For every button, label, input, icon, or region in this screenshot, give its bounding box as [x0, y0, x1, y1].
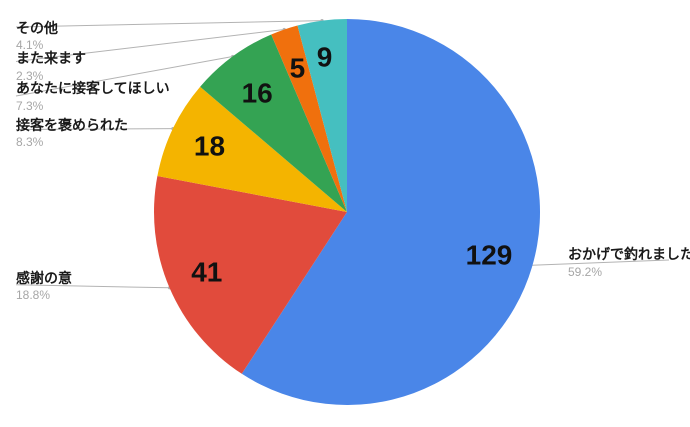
svg-text:18: 18 [194, 131, 225, 162]
svg-text:41: 41 [191, 256, 222, 287]
svg-text:129: 129 [466, 239, 513, 270]
svg-text:5: 5 [290, 52, 306, 83]
svg-text:16: 16 [242, 78, 273, 109]
svg-text:9: 9 [317, 42, 333, 73]
